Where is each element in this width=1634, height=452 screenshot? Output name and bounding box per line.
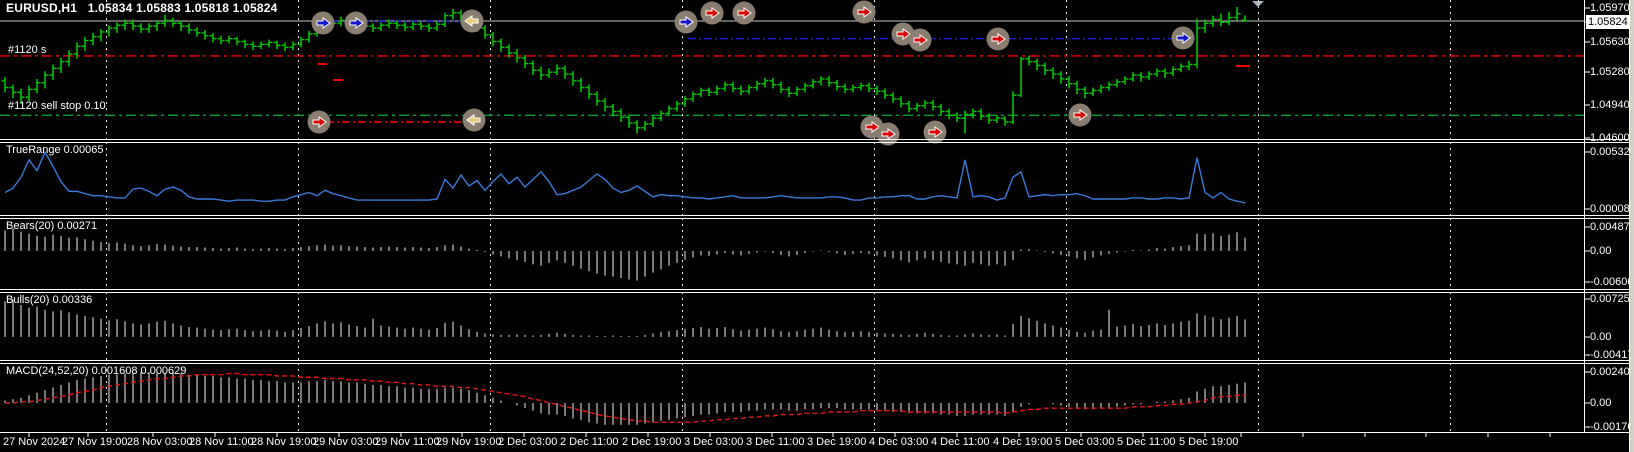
price-tick-label: -0.00606 <box>1590 276 1634 288</box>
time-tick-label: 27 Nov 19:00 <box>62 436 128 448</box>
trade-marker-close[interactable] <box>462 108 486 132</box>
buy-arrow-icon <box>1176 32 1191 44</box>
price-tick-label: 0.00 <box>1590 397 1612 409</box>
trade-marker-buy[interactable] <box>1171 26 1195 50</box>
price-tick-label: 1.04940 <box>1590 99 1630 111</box>
pane-bears-power[interactable] <box>0 218 1584 289</box>
price-tick-label: -0.00417 <box>1590 349 1634 361</box>
order-label-sell: #1120 s <box>8 44 47 56</box>
time-tick-label: 5 Dec 03:00 <box>1055 436 1115 448</box>
current-price-badge: 1.05824 <box>1586 15 1630 29</box>
trade-marker-sell[interactable] <box>986 27 1010 51</box>
price-tick-label: 0.00487 <box>1590 221 1630 233</box>
price-tick-label: 0.00 <box>1590 331 1612 343</box>
price-tick-label: 0.00 <box>1590 245 1612 257</box>
trade-marker-sell[interactable] <box>700 1 724 25</box>
time-tick-label: 4 Dec 03:00 <box>869 436 929 448</box>
trade-marker-close[interactable] <box>460 9 484 33</box>
price-tick-label: 0.00725 <box>1590 293 1630 305</box>
pane-separator[interactable] <box>0 289 1630 293</box>
trade-marker-sell[interactable] <box>908 28 932 52</box>
time-tick-label: 3 Dec 19:00 <box>807 436 867 448</box>
sell-arrow-icon <box>865 121 880 133</box>
trade-marker-sell[interactable] <box>732 1 756 25</box>
sell-arrow-icon <box>857 6 872 18</box>
order-label-sell-stop: #1120 sell stop 0.10 <box>8 100 106 112</box>
price-tick-label: 0.002408 <box>1590 366 1634 378</box>
indicator-label-truerange: TrueRange 0.00065 <box>6 144 104 156</box>
trade-marker-buy[interactable] <box>311 11 335 35</box>
trade-marker-sell[interactable] <box>923 120 947 144</box>
time-tick-label: 5 Dec 19:00 <box>1179 436 1239 448</box>
pane-bulls-power[interactable] <box>0 292 1584 360</box>
time-tick-label: 28 Nov 03:00 <box>127 436 193 448</box>
sell-arrow-icon <box>737 7 752 19</box>
price-tick-label: 1.05630 <box>1590 36 1630 48</box>
sell-arrow-icon <box>705 7 720 19</box>
time-tick-label: 5 Dec 11:00 <box>1117 436 1176 448</box>
sell-arrow-icon <box>896 28 911 40</box>
indicator-label-bulls: Bulls(20) 0.00336 <box>6 294 93 306</box>
price-tick-label: -0.001761 <box>1590 421 1634 433</box>
truerange-line <box>4 150 1246 204</box>
indicator-label-bears: Bears(20) 0.00271 <box>6 220 98 232</box>
time-tick-label: 28 Nov 19:00 <box>251 436 317 448</box>
time-tick-label: 29 Nov 03:00 <box>313 436 379 448</box>
trade-marker-sell[interactable] <box>307 110 331 134</box>
sell-arrow-icon <box>881 128 896 140</box>
chart-shift-marker-icon[interactable] <box>1252 1 1264 7</box>
sell-arrow-icon <box>1073 109 1088 121</box>
exit-arrow-icon <box>466 114 481 126</box>
time-tick-label: 4 Dec 11:00 <box>931 436 990 448</box>
pane-macd[interactable] <box>0 363 1584 431</box>
buy-arrow-icon <box>349 17 364 29</box>
price-tick-label: 0.00532 <box>1590 146 1630 158</box>
macd-signal-line <box>5 372 1246 424</box>
sell-arrow-icon <box>312 116 327 128</box>
buy-arrow-icon <box>316 17 331 29</box>
time-tick-label: 2 Dec 11:00 <box>560 436 619 448</box>
sell-arrow-icon <box>913 34 928 46</box>
symbol-ohlc-header: EURUSD,H1 1.05834 1.05883 1.05818 1.0582… <box>6 1 278 15</box>
price-tick-label: 0.00008 <box>1590 203 1630 215</box>
time-tick-label: 29 Nov 19:00 <box>436 436 502 448</box>
trade-marker-buy[interactable] <box>674 10 698 34</box>
sell-arrow-icon <box>991 33 1006 45</box>
time-tick-label: 28 Nov 11:00 <box>189 436 254 448</box>
time-tick-label: 3 Dec 11:00 <box>746 436 805 448</box>
price-tick-label: 1.05970 <box>1590 2 1630 14</box>
buy-arrow-icon <box>679 16 694 28</box>
window-right-edge <box>1629 0 1634 452</box>
price-tick-label: 1.05280 <box>1590 66 1630 78</box>
pane-truerange[interactable] <box>0 142 1584 215</box>
time-tick-label: 3 Dec 03:00 <box>684 436 744 448</box>
time-tick-label: 29 Nov 11:00 <box>375 436 440 448</box>
time-tick-label: 2 Dec 03:00 <box>498 436 558 448</box>
pane-separator[interactable] <box>0 360 1630 364</box>
exit-arrow-icon <box>464 15 479 27</box>
trade-marker-sell[interactable] <box>852 0 876 24</box>
trade-marker-sell[interactable] <box>1068 103 1092 127</box>
indicator-label-macd: MACD(24,52,20) 0.001608 0.000629 <box>6 365 187 377</box>
time-tick-label: 2 Dec 19:00 <box>622 436 682 448</box>
pane-separator[interactable] <box>0 139 1630 143</box>
trade-marker-buy[interactable] <box>344 11 368 35</box>
pane-main-price[interactable] <box>0 0 1584 139</box>
pane-separator[interactable] <box>0 215 1630 219</box>
time-tick-label: 4 Dec 19:00 <box>993 436 1053 448</box>
price-tick-label: 1.04600 <box>1590 132 1630 144</box>
time-tick-label: 27 Nov 2024 <box>3 436 66 448</box>
sell-arrow-icon <box>928 126 943 138</box>
